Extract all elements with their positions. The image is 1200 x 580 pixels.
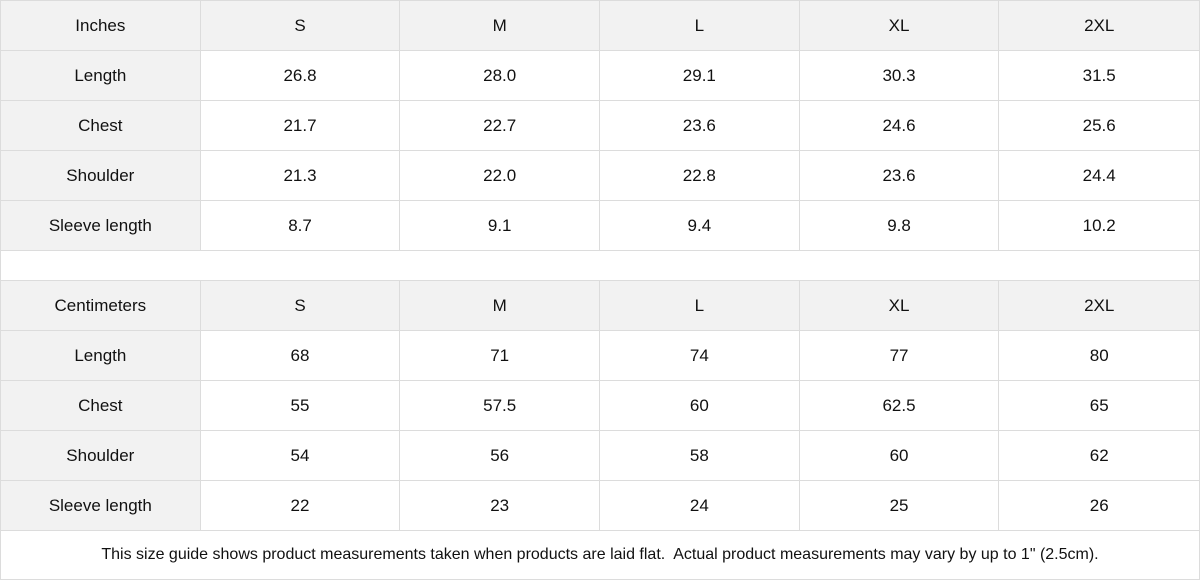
- measurement-cell: 58: [600, 431, 800, 480]
- measurement-cell: 57.5: [400, 381, 601, 430]
- measurement-cell: 9.4: [600, 201, 800, 250]
- table-row: Chest 21.7 22.7 23.6 24.6 25.6: [1, 101, 1199, 151]
- row-label: Shoulder: [1, 151, 201, 200]
- header-cell: XL: [799, 1, 1000, 50]
- centimeters-table: Centimeters S M L XL 2XL Length 68 71 74 77 80 Chest…: [1, 281, 1200, 531]
- measurement-cell: 54: [201, 431, 401, 480]
- measurement-cell: 30.3: [800, 51, 1000, 100]
- footer-note: This size guide shows product measuremen…: [101, 546, 1099, 563]
- measurement-cell: 24.6: [800, 101, 1000, 150]
- measurement-cell: 21.3: [201, 151, 401, 200]
- header-cell: S: [200, 281, 401, 330]
- table-row: Chest 55 57.5 60 62.5 65: [1, 381, 1199, 431]
- header-cell: M: [400, 281, 601, 330]
- measurement-cell: 10.2: [1082, 215, 1116, 235]
- row-label: Sleeve length: [1, 201, 201, 250]
- header-cell: 2XL: [999, 281, 1200, 330]
- row-label: Chest: [1, 381, 201, 430]
- measurement-cell: 68: [201, 331, 401, 380]
- table-header-row: Centimeters S M L XL 2XL: [1, 281, 1200, 331]
- header-cell: S: [200, 1, 401, 50]
- measurement-cell: 23: [400, 481, 601, 530]
- measurement-cell: 80: [1089, 345, 1109, 365]
- measurement-cell: 26.8: [201, 51, 401, 100]
- measurement-cell: 62: [1089, 445, 1109, 465]
- header-cell: L: [600, 1, 800, 50]
- row-label: Chest: [1, 101, 201, 150]
- measurement-cell: 25: [800, 481, 1000, 530]
- table-row: Sleeve length 8.7 9.1 9.4 9.8 10.2: [1, 201, 1199, 251]
- measurement-cell: 26: [1089, 495, 1109, 515]
- row-label: Length: [1, 331, 201, 380]
- table-row: Shoulder 21.3 22.0 22.8 23.6 24.4: [1, 151, 1199, 201]
- measurement-cell: 24.4: [1082, 165, 1116, 185]
- measurement-cell: 22: [201, 481, 401, 530]
- header-cell: 2XL: [999, 1, 1200, 50]
- measurement-cell: 22.0: [400, 151, 601, 200]
- measurement-cell: 8.7: [201, 201, 401, 250]
- row-label: Length: [1, 51, 201, 100]
- measurement-cell: 65: [1089, 395, 1109, 415]
- measurement-cell: 29.1: [600, 51, 800, 100]
- measurement-cell: 23.6: [600, 101, 800, 150]
- header-cell: XL: [799, 281, 1000, 330]
- measurement-cell: 21.7: [201, 101, 401, 150]
- header-cell: Inches: [1, 1, 201, 50]
- measurement-cell: 9.1: [400, 201, 601, 250]
- row-label: Shoulder: [1, 431, 201, 480]
- measurement-cell: 77: [800, 331, 1000, 380]
- table-spacer: [1, 251, 1199, 281]
- table-header-row: Inches S M L XL 2XL: [1, 1, 1200, 51]
- table-row: Length 68 71 74 77 80: [1, 331, 1199, 381]
- measurement-cell: 60: [800, 431, 1000, 480]
- measurement-cell: 62.5: [800, 381, 1000, 430]
- table-row: Sleeve length 22 23 24 25 26: [1, 481, 1199, 531]
- inches-table: Inches S M L XL 2XL Length 26.8 28.0 29.1 30.3 31.5…: [1, 1, 1200, 251]
- table-row: Shoulder 54 56 58 60 62: [1, 431, 1199, 481]
- header-cell: M: [400, 1, 601, 50]
- measurement-cell: 22.7: [400, 101, 601, 150]
- measurement-cell: 24: [600, 481, 800, 530]
- measurement-cell: 55: [201, 381, 401, 430]
- measurement-cell: 23.6: [800, 151, 1000, 200]
- measurement-cell: 22.8: [600, 151, 800, 200]
- header-cell: Centimeters: [1, 281, 201, 330]
- measurement-cell: 56: [400, 431, 601, 480]
- header-cell: L: [600, 281, 800, 330]
- measurement-cell: 9.8: [800, 201, 1000, 250]
- table-row: Length 26.8 28.0 29.1 30.3 31.5: [1, 51, 1199, 101]
- row-label: Sleeve length: [1, 481, 201, 530]
- measurement-cell: 71: [400, 331, 601, 380]
- measurement-cell: 74: [600, 331, 800, 380]
- measurement-cell: 25.6: [1082, 115, 1116, 135]
- measurement-cell: 28.0: [400, 51, 601, 100]
- measurement-cell: 31.5: [1082, 65, 1116, 85]
- measurement-cell: 60: [600, 381, 800, 430]
